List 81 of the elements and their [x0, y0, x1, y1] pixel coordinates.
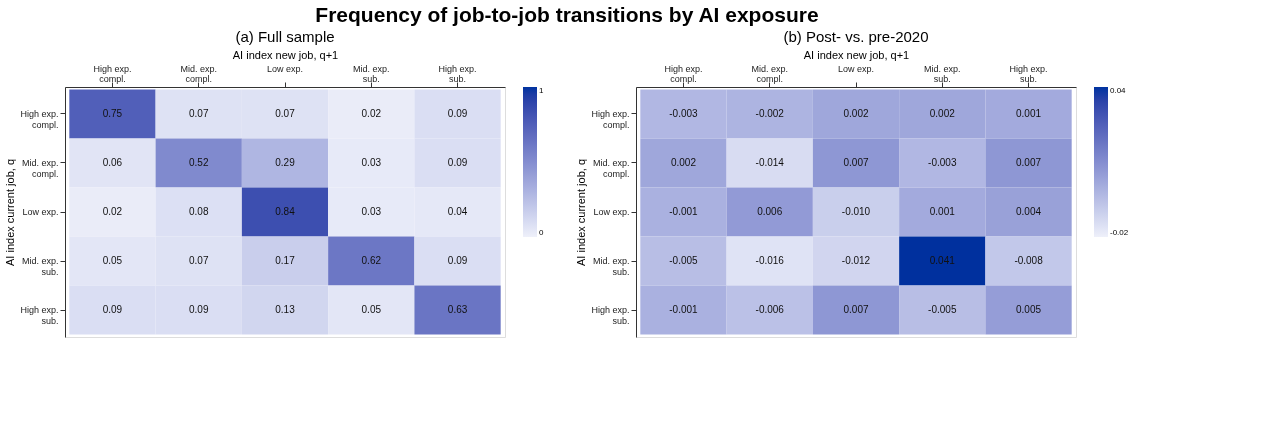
y-tick-label: High exp. sub.: [591, 305, 630, 327]
y-tick-label: Low exp.: [593, 207, 630, 217]
data-label: 0.02: [361, 107, 382, 119]
data-label: 0.005: [1016, 304, 1042, 316]
data-label: 0.07: [188, 255, 209, 267]
data-label: 0.004: [1016, 206, 1042, 217]
data-label: 0.05: [361, 304, 382, 316]
data-label: -0.012: [841, 255, 871, 267]
data-label: 0.29: [275, 156, 296, 168]
data-label: 0.13: [275, 304, 296, 316]
data-label: 0.05: [102, 255, 123, 267]
x-tick-label: Low exp.: [266, 63, 304, 74]
x-tick-label: High exp. sub.: [1009, 63, 1048, 84]
data-label: 0.001: [929, 206, 956, 217]
chart-subtitle: (b) Post- vs. pre-2020: [783, 28, 929, 45]
data-label: 0.02: [102, 206, 123, 217]
data-label: 0.007: [843, 304, 869, 316]
data-label: -0.005: [928, 304, 957, 316]
data-label: 0.52: [188, 156, 209, 168]
y-tick-label: Mid. exp. compl.: [592, 157, 630, 179]
x-axis-title: AI index new job, q+1: [803, 48, 910, 61]
y-tick-label: High exp. compl.: [20, 108, 59, 130]
x-tick-label: Low exp.: [837, 63, 875, 74]
data-label: 0.04: [447, 206, 468, 217]
data-label: 0.09: [188, 304, 209, 316]
data-label: 0.007: [1016, 156, 1042, 168]
x-tick-label: High exp. compl.: [664, 63, 703, 84]
text: Frequency of job-to-job transitions by AI exposure: [315, 2, 819, 26]
data-label: 0.09: [447, 255, 468, 267]
color-bar-label: 0: [539, 228, 544, 237]
data-label: 0.03: [361, 206, 382, 217]
y-axis-title: AI index current job, q: [4, 158, 17, 267]
x-tick-label: High exp. sub.: [438, 63, 477, 84]
data-label: 0.002: [843, 107, 869, 119]
data-label: -0.001: [669, 206, 699, 217]
data-label: 0.001: [1016, 107, 1042, 119]
x-axis-title: AI index new job, q+1: [232, 48, 339, 61]
data-label: 0.007: [843, 156, 869, 168]
color-bar-label: -0.02: [1110, 228, 1129, 237]
data-label: 0.07: [275, 107, 296, 119]
data-label: 0.09: [447, 156, 468, 168]
data-label: 0.62: [361, 255, 382, 267]
y-tick-label: Mid. exp. sub.: [21, 256, 59, 278]
data-label: -0.006: [755, 304, 785, 316]
x-tick-label: Mid. exp. compl.: [751, 63, 788, 84]
data-label: 0.08: [188, 206, 209, 217]
data-label: 0.07: [188, 107, 209, 119]
y-axis-title: AI index current job, q: [575, 158, 588, 267]
data-label: 0.75: [102, 107, 123, 119]
y-tick-label: High exp. sub.: [20, 305, 59, 327]
data-label: -0.001: [669, 304, 699, 316]
data-label: -0.003: [669, 107, 699, 119]
data-label: -0.003: [928, 156, 957, 168]
data-label: -0.002: [755, 107, 785, 119]
x-tick-label: Mid. exp. sub.: [353, 63, 390, 84]
data-label: 0.002: [929, 107, 956, 119]
data-label: 0.002: [670, 156, 697, 168]
data-label: 0.63: [447, 304, 468, 316]
color-bar-label: 1: [539, 86, 544, 95]
color-bar-label: 0.04: [1110, 86, 1127, 95]
data-label: 0.09: [102, 304, 123, 316]
data-label: 0.09: [447, 107, 468, 119]
y-tick-label: Low exp.: [22, 207, 59, 217]
data-label: 0.041: [929, 255, 956, 267]
data-label: 0.17: [275, 255, 296, 267]
data-label: 0.84: [275, 206, 296, 217]
y-tick-label: High exp. compl.: [591, 108, 630, 130]
data-label: -0.014: [755, 156, 785, 168]
y-tick-label: Mid. exp. sub.: [592, 256, 630, 278]
data-label: 0.006: [757, 206, 783, 217]
x-tick-label: Mid. exp. compl.: [180, 63, 217, 84]
data-label: -0.016: [755, 255, 785, 267]
data-label: 0.06: [102, 156, 123, 168]
data-label: -0.008: [1014, 255, 1044, 267]
data-label: -0.005: [669, 255, 699, 267]
y-tick-label: Mid. exp. compl.: [21, 157, 59, 179]
data-label: 0.03: [361, 156, 382, 168]
x-tick-label: Mid. exp. sub.: [924, 63, 961, 84]
x-tick-label: High exp. compl.: [93, 63, 132, 84]
chart-subtitle: (a) Full sample: [235, 28, 335, 45]
data-label: -0.010: [841, 206, 871, 217]
